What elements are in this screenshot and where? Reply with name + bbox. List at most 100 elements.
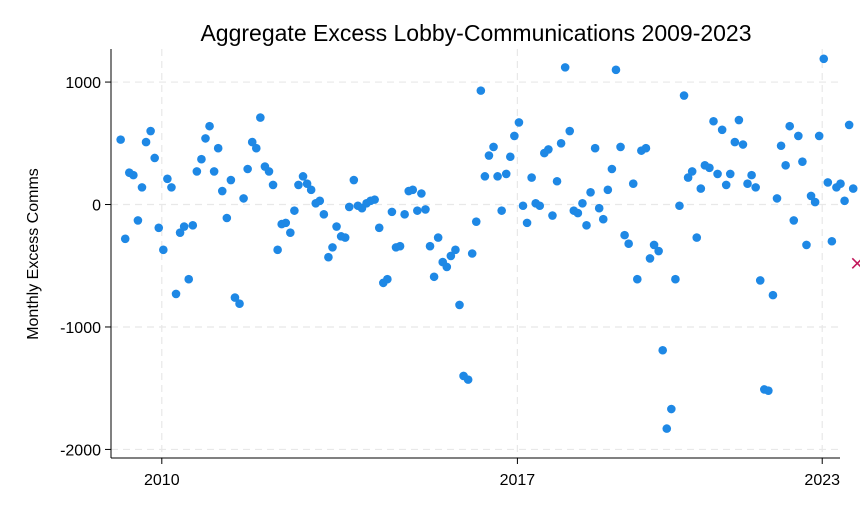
axes: 1000 0 -1000 -2000 2010 2017 2023 [60, 49, 840, 489]
data-point [738, 140, 748, 149]
data-point [417, 189, 426, 198]
data-point [298, 172, 308, 181]
y-tick-label: 0 [92, 198, 101, 215]
data-point [205, 121, 214, 131]
data-point [556, 138, 566, 148]
data-point [446, 251, 456, 261]
data-point [692, 233, 702, 242]
data-point [776, 141, 786, 151]
data-point [709, 116, 718, 126]
data-point [747, 170, 756, 180]
data-point [429, 272, 439, 282]
data-point [645, 254, 655, 263]
data-point [129, 170, 138, 180]
data-point [497, 206, 506, 215]
data-point [662, 424, 672, 433]
data-point [332, 222, 341, 231]
data-point [239, 194, 248, 203]
data-point [671, 274, 680, 284]
data-point [141, 137, 151, 147]
data-point [340, 233, 350, 242]
data-point [836, 179, 845, 189]
data-point [578, 198, 587, 208]
data-point [463, 375, 473, 384]
data-points [116, 54, 860, 433]
data-point [687, 167, 697, 176]
data-point [442, 262, 452, 272]
data-point [586, 187, 595, 197]
data-point [743, 179, 752, 189]
data-point [175, 228, 185, 237]
y-tick-label: -2000 [60, 442, 101, 459]
data-point [264, 167, 274, 176]
data-point [510, 131, 519, 141]
data-point [573, 208, 583, 218]
data-point [764, 386, 773, 395]
data-point [785, 121, 795, 131]
data-point [565, 126, 575, 136]
data-point [425, 241, 435, 251]
data-point [527, 173, 536, 182]
data-point [421, 205, 430, 214]
data-point [730, 137, 740, 147]
data-point [620, 230, 629, 240]
data-point [616, 142, 625, 152]
data-point [315, 196, 325, 206]
data-point [408, 185, 418, 195]
data-point [251, 143, 261, 153]
outlier-point [851, 257, 860, 269]
data-point [794, 131, 803, 141]
data-point [163, 174, 172, 184]
data-point [717, 125, 727, 135]
data-point [374, 223, 384, 233]
data-point [201, 134, 210, 143]
data-point [290, 206, 299, 215]
data-point [781, 161, 790, 170]
y-tick-label: 1000 [65, 75, 101, 92]
data-point [395, 241, 405, 251]
data-point [819, 54, 829, 64]
data-point [247, 137, 257, 147]
data-point [806, 191, 816, 201]
data-point [302, 179, 312, 189]
data-point [628, 179, 638, 189]
data-point [560, 63, 570, 72]
data-point [514, 118, 524, 127]
data-point [544, 145, 553, 154]
data-point [344, 202, 354, 212]
data-point [281, 218, 291, 228]
data-point [594, 203, 604, 213]
data-point [598, 214, 608, 224]
data-point [184, 274, 194, 284]
data-point [256, 113, 265, 122]
x-tick-label: 2017 [500, 472, 536, 489]
data-point [197, 154, 206, 164]
data-point [471, 217, 481, 226]
data-point [823, 178, 833, 187]
data-point [480, 172, 490, 181]
data-point [633, 274, 642, 284]
data-point [810, 197, 820, 207]
data-point [387, 207, 397, 217]
data-point [451, 245, 460, 255]
data-point [243, 164, 252, 174]
data-point [802, 240, 811, 250]
data-point [230, 293, 240, 302]
data-point [235, 299, 244, 309]
data-point [683, 173, 693, 182]
data-point [349, 175, 359, 185]
data-point [768, 290, 778, 300]
outlier-stroke [851, 259, 860, 269]
data-point [120, 234, 130, 244]
y-tick-label: -1000 [60, 320, 101, 337]
data-point [611, 65, 621, 75]
data-point [840, 196, 849, 206]
data-point [493, 172, 502, 181]
data-point [705, 163, 714, 173]
data-point [484, 151, 494, 160]
data-point [603, 185, 613, 195]
data-point [734, 115, 744, 125]
data-point [137, 183, 147, 192]
data-point [319, 210, 329, 219]
data-point [213, 143, 223, 153]
